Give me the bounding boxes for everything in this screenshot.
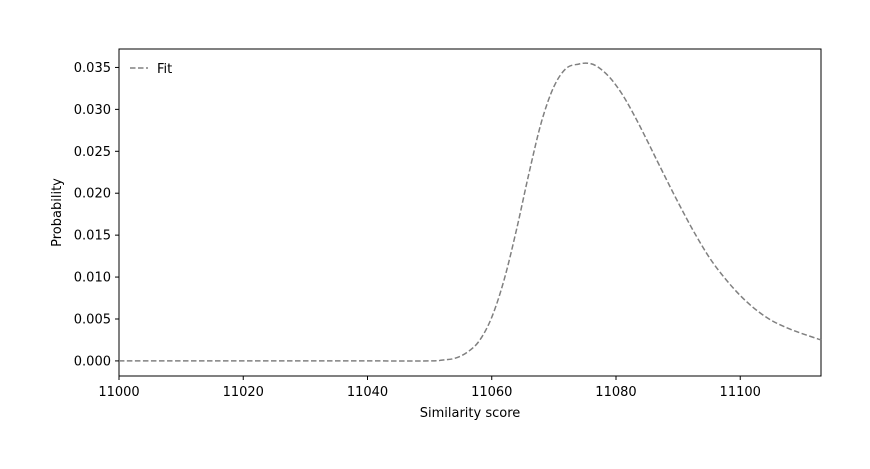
x-axis-label: Similarity score — [420, 406, 521, 421]
series-line-fit — [118, 62, 822, 362]
x-tick-label: 11020 — [223, 385, 264, 400]
legend: Fit — [130, 62, 172, 77]
x-tick-label: 11080 — [595, 385, 636, 400]
x-tick-label: 11040 — [347, 385, 388, 400]
y-tick-label: 0.005 — [74, 312, 111, 327]
series-layer — [118, 62, 822, 362]
y-tick-label: 0.025 — [74, 145, 111, 160]
x-tick-label: 11100 — [720, 385, 761, 400]
x-axis: 11000 11020 11040 11060 11080 11100 — [98, 376, 761, 400]
y-tick-label: 0.020 — [74, 187, 111, 202]
legend-label: Fit — [157, 62, 172, 77]
y-tick-label: 0.015 — [74, 229, 111, 244]
y-tick-label: 0.010 — [74, 271, 111, 286]
y-tick-label: 0.035 — [74, 61, 111, 76]
x-tick-label: 11000 — [98, 385, 139, 400]
y-tick-label: 0.000 — [74, 354, 111, 369]
plot-area — [118, 48, 822, 377]
y-axis: 0.000 0.005 0.010 0.015 0.020 0.025 0.030 0.035 — [74, 61, 119, 369]
x-tick-label: 11060 — [471, 385, 512, 400]
y-tick-label: 0.030 — [74, 103, 111, 118]
y-axis-label: Probability — [50, 178, 65, 247]
